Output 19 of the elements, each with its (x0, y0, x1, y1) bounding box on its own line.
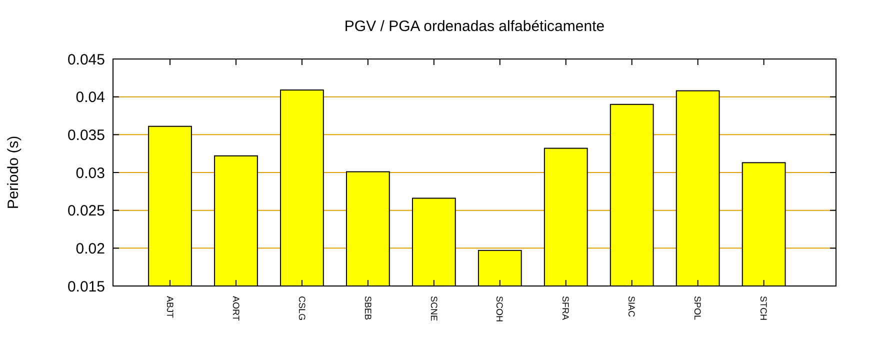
y-tick-label: 0.025 (67, 202, 105, 220)
y-tick-label: 0.035 (67, 126, 105, 144)
y-axis-title: Periodo (s) (5, 136, 22, 210)
x-tick-label: ABJT (164, 296, 175, 319)
x-tick-label: SCNE (428, 296, 439, 322)
x-tick-label: SFRA (560, 296, 571, 320)
x-tick-label: CSLG (296, 296, 307, 321)
x-tick-label: SIAC (626, 296, 637, 318)
y-tick-label: 0.045 (67, 51, 105, 68)
x-tick-label: SCOH (494, 296, 505, 322)
x-tick-label: SPOL (692, 296, 703, 320)
y-tick-label: 0.03 (76, 164, 105, 182)
x-tick-label: SBEB (362, 296, 373, 320)
y-tick-label: 0.02 (76, 240, 105, 258)
y-tick-label: 0.015 (67, 278, 105, 296)
y-tick-label: 0.04 (76, 89, 105, 106)
chart-title: PGV / PGA ordenadas alfabéticamente (344, 18, 605, 35)
x-tick-label: AORT (230, 296, 241, 322)
x-tick-label: STCH (758, 296, 769, 320)
